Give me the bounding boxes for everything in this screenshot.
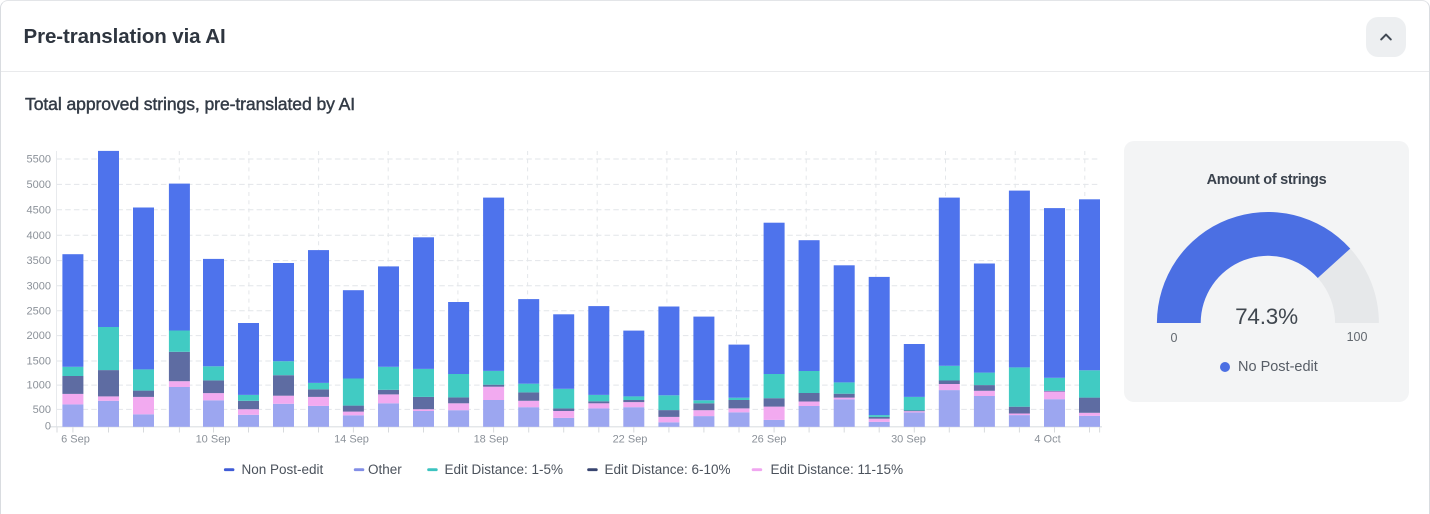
svg-text:0: 0 xyxy=(45,420,51,432)
svg-text:Edit Distance: 6-10%: Edit Distance: 6-10% xyxy=(605,462,731,477)
svg-text:1500: 1500 xyxy=(27,356,51,368)
svg-text:6 Sep: 6 Sep xyxy=(61,434,90,446)
svg-text:22 Sep: 22 Sep xyxy=(613,434,648,446)
svg-text:5500: 5500 xyxy=(27,154,51,166)
svg-text:14 Sep: 14 Sep xyxy=(334,434,369,446)
svg-text:26 Sep: 26 Sep xyxy=(752,434,787,446)
svg-text:30 Sep: 30 Sep xyxy=(891,434,926,446)
svg-text:10 Sep: 10 Sep xyxy=(196,434,231,446)
svg-text:500: 500 xyxy=(33,404,51,416)
svg-text:Other: Other xyxy=(368,462,402,477)
svg-text:1000: 1000 xyxy=(27,380,51,392)
svg-text:3000: 3000 xyxy=(27,280,51,292)
svg-text:4500: 4500 xyxy=(27,204,51,216)
svg-text:4 Oct: 4 Oct xyxy=(1034,434,1060,446)
svg-text:18 Sep: 18 Sep xyxy=(474,434,509,446)
svg-text:2500: 2500 xyxy=(27,305,51,317)
svg-text:3500: 3500 xyxy=(27,255,51,267)
svg-text:Edit Distance: 1-5%: Edit Distance: 1-5% xyxy=(445,462,564,477)
svg-text:5000: 5000 xyxy=(27,179,51,191)
svg-text:4000: 4000 xyxy=(27,230,51,242)
svg-text:2000: 2000 xyxy=(27,330,51,342)
svg-text:Non Post-edit: Non Post-edit xyxy=(242,462,324,477)
svg-text:Edit Distance: 11-15%: Edit Distance: 11-15% xyxy=(771,462,904,477)
